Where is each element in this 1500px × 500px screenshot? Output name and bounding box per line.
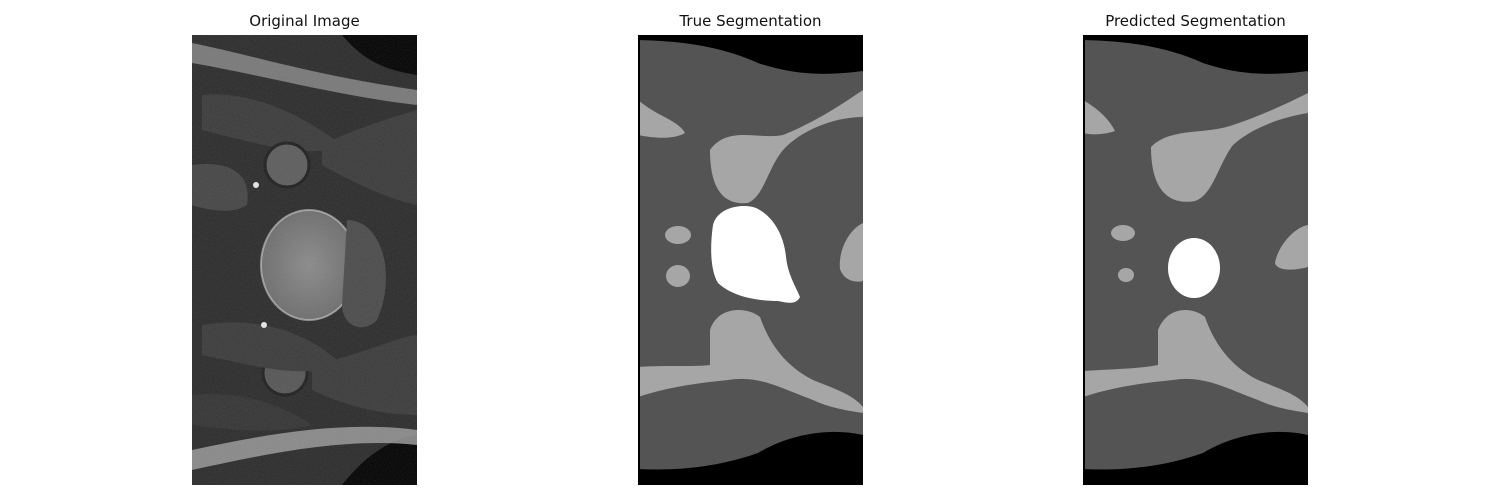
true-segmentation-mask (638, 35, 863, 485)
true-segmentation-title: True Segmentation (679, 12, 822, 30)
original-mri-image (192, 35, 417, 485)
predicted-segmentation-mask (1083, 35, 1308, 485)
predicted-segmentation-title: Predicted Segmentation (1105, 12, 1286, 30)
original-image-title: Original Image (249, 12, 360, 30)
